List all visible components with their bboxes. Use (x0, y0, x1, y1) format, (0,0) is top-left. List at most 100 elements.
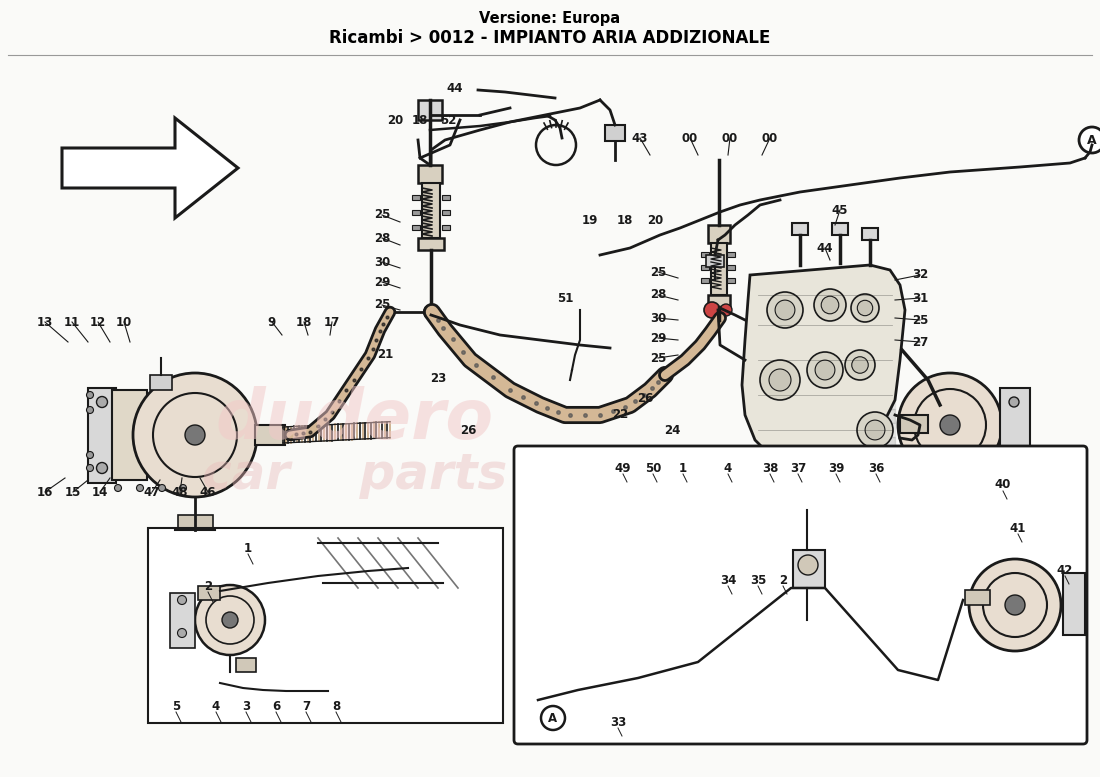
Bar (605, 125, 625, 141)
Circle shape (133, 373, 257, 497)
Bar (1063, 573, 1085, 635)
Text: 12: 12 (90, 315, 106, 329)
Circle shape (857, 300, 872, 315)
Circle shape (857, 412, 893, 448)
Circle shape (815, 360, 835, 380)
Bar (881, 395, 895, 409)
Bar (965, 590, 990, 605)
Bar (727, 265, 735, 270)
Bar (825, 395, 839, 409)
Bar (442, 195, 450, 200)
Bar (708, 295, 730, 307)
Text: 3: 3 (242, 699, 250, 713)
Circle shape (898, 373, 1002, 477)
Bar (418, 165, 442, 183)
Circle shape (195, 585, 265, 655)
Text: 42: 42 (1057, 563, 1074, 577)
Text: 38: 38 (762, 462, 778, 475)
Circle shape (720, 304, 732, 316)
Circle shape (87, 465, 94, 472)
Circle shape (87, 451, 94, 458)
Text: 5: 5 (172, 699, 180, 713)
Text: dudero: dudero (216, 386, 494, 454)
Text: 14: 14 (91, 486, 108, 499)
Text: 1: 1 (679, 462, 688, 475)
Bar (881, 437, 895, 451)
Bar (711, 243, 727, 295)
Text: 50: 50 (645, 462, 661, 475)
Text: 48: 48 (172, 486, 188, 499)
Text: 25: 25 (912, 313, 928, 326)
Text: 45: 45 (832, 204, 848, 217)
Circle shape (704, 302, 720, 318)
Circle shape (1005, 595, 1025, 615)
Text: 28: 28 (650, 288, 667, 301)
Bar (706, 255, 724, 267)
Text: 20: 20 (387, 113, 403, 127)
Circle shape (845, 350, 875, 380)
Circle shape (851, 357, 868, 373)
Text: 10: 10 (116, 315, 132, 329)
Text: 49: 49 (615, 462, 631, 475)
Bar (839, 395, 853, 409)
Bar (867, 409, 881, 423)
Text: 46: 46 (200, 486, 217, 499)
Bar (198, 586, 220, 600)
Text: 29: 29 (650, 332, 667, 344)
Text: 00: 00 (682, 131, 698, 145)
Text: 19: 19 (582, 214, 598, 227)
Text: 00: 00 (762, 131, 778, 145)
FancyBboxPatch shape (148, 528, 503, 723)
Text: 39: 39 (828, 462, 844, 475)
Circle shape (851, 294, 879, 322)
Bar (422, 183, 440, 238)
Text: 18: 18 (411, 113, 428, 127)
Text: 30: 30 (374, 256, 390, 269)
Circle shape (97, 396, 108, 407)
Bar (852, 437, 867, 451)
Circle shape (969, 559, 1062, 651)
Text: A: A (1087, 134, 1097, 147)
Bar (708, 225, 730, 243)
Circle shape (177, 629, 187, 637)
Circle shape (114, 485, 121, 492)
Text: Ricambi > 0012 - IMPIANTO ARIA ADDIZIONALE: Ricambi > 0012 - IMPIANTO ARIA ADDIZIONA… (329, 29, 771, 47)
Bar (88, 388, 116, 483)
Circle shape (136, 485, 143, 492)
Bar (701, 278, 710, 283)
Bar (412, 195, 420, 200)
Bar (825, 409, 839, 423)
Bar (442, 225, 450, 230)
Bar (839, 437, 853, 451)
Text: 52: 52 (440, 113, 456, 127)
Bar (852, 395, 867, 409)
Circle shape (1079, 127, 1100, 153)
Bar (1000, 388, 1030, 466)
Text: 1: 1 (244, 542, 252, 555)
Circle shape (541, 706, 565, 730)
Circle shape (865, 420, 884, 440)
Circle shape (179, 485, 187, 492)
Text: 47: 47 (144, 486, 161, 499)
Text: 35: 35 (750, 573, 767, 587)
Text: 40: 40 (994, 479, 1011, 492)
Text: 22: 22 (612, 409, 628, 421)
Text: 41: 41 (1010, 521, 1026, 535)
Text: 9: 9 (268, 315, 276, 329)
Polygon shape (742, 265, 905, 465)
Bar (442, 210, 450, 215)
Circle shape (185, 425, 205, 445)
Circle shape (807, 352, 843, 388)
Circle shape (424, 305, 438, 319)
Bar (867, 423, 881, 437)
Text: 23: 23 (430, 371, 447, 385)
Circle shape (177, 595, 187, 605)
Text: 28: 28 (374, 232, 390, 245)
Bar (793, 550, 825, 588)
Text: 29: 29 (374, 276, 390, 288)
Bar (839, 409, 853, 423)
Text: 26: 26 (637, 392, 653, 405)
Text: 21: 21 (377, 349, 393, 361)
Text: 00: 00 (722, 131, 738, 145)
Circle shape (767, 292, 803, 328)
